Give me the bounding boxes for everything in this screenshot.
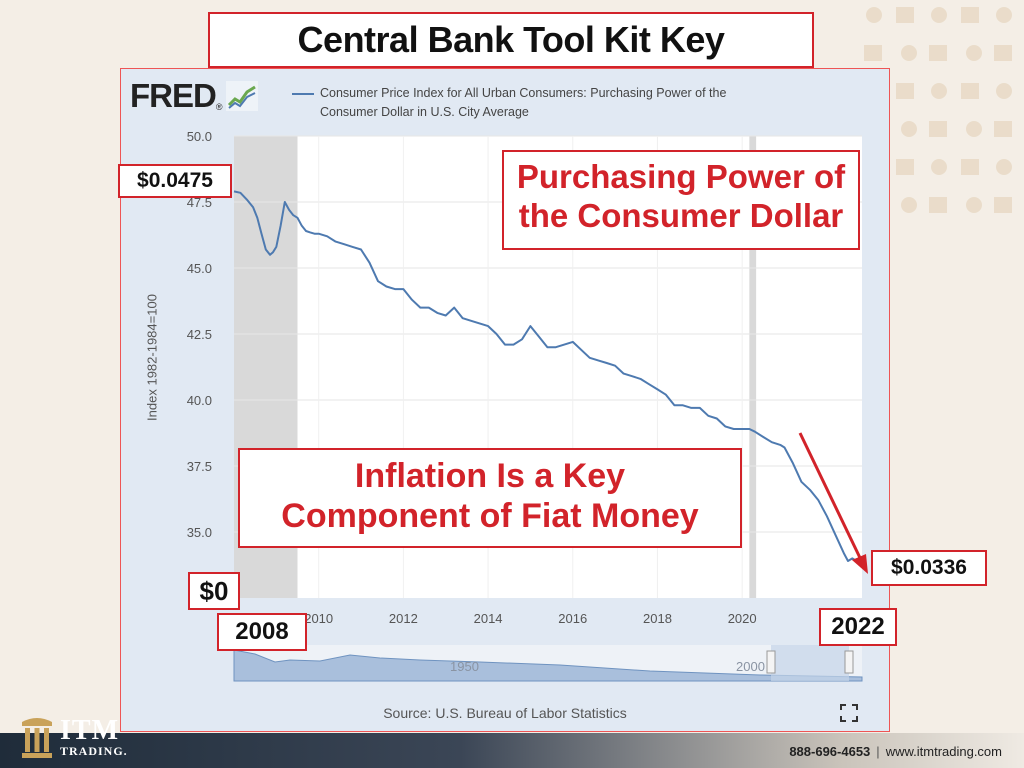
x-tick-label: 2012	[389, 611, 418, 626]
phone-number[interactable]: 888-696-4653	[789, 744, 871, 759]
slide-title: Central Bank Tool Kit Key	[208, 12, 814, 68]
y-tick-label: 42.5	[187, 327, 212, 342]
trend-arrow	[798, 432, 864, 563]
callout-inflation: Inflation Is a Key Component of Fiat Mon…	[238, 448, 742, 548]
callout-inflation-line1: Inflation Is a Key	[354, 457, 626, 495]
y-tick-label: 37.5	[187, 459, 212, 474]
y-tick-label: 50.0	[187, 129, 212, 144]
callout-inflation-line2: Component of Fiat Money	[281, 497, 699, 536]
label-end-value: $0.0336	[871, 550, 987, 586]
x-tick-label: 2010	[304, 611, 333, 626]
navigator-handle-left[interactable]	[766, 650, 776, 674]
label-start-year: 2008	[217, 613, 307, 651]
footer-bar	[0, 733, 1024, 768]
registered-mark: ®	[215, 102, 223, 112]
navigator-label-1950: 1950	[450, 659, 479, 674]
navigator-label-2000: 2000	[736, 659, 765, 674]
legend-label: Consumer Price Index for All Urban Consu…	[320, 86, 727, 119]
y-ticks: 50.0 47.5 45.0 42.5 40.0 37.5 35.0	[187, 129, 212, 540]
navigator-series	[233, 649, 863, 682]
navigator-selection[interactable]	[771, 645, 849, 681]
legend-swatch	[292, 93, 314, 95]
navigator-handle-right[interactable]	[844, 650, 854, 674]
website-link[interactable]: www.itmtrading.com	[885, 744, 1002, 759]
fred-logo-text: FRED	[130, 77, 217, 114]
x-tick-label: 2016	[558, 611, 587, 626]
label-end-year: 2022	[819, 608, 897, 646]
itm-logo: ITM TRADING.	[20, 716, 128, 760]
trend-arrowhead	[852, 554, 868, 574]
x-ticks: 2010 2012 2014 2016 2018 2020	[304, 611, 756, 626]
fullscreen-icon[interactable]	[840, 704, 858, 722]
separator: |	[876, 744, 880, 759]
y-tick-label: 45.0	[187, 261, 212, 276]
x-tick-label: 2014	[474, 611, 503, 626]
recession-band-1	[749, 136, 757, 598]
brand-name: ITM	[60, 714, 119, 746]
label-start-value: $0.0475	[118, 164, 232, 198]
series-line	[233, 190, 863, 565]
x-tick-label: 2018	[643, 611, 672, 626]
y-tick-label: 40.0	[187, 393, 212, 408]
y-tick-label: 47.5	[187, 195, 212, 210]
fred-logo: FRED ®	[130, 77, 259, 114]
column-icon	[22, 718, 52, 758]
x-tick-label: 2020	[728, 611, 757, 626]
contact-info: 888-696-4653 | www.itmtrading.com	[789, 744, 1002, 759]
y-tick-label: 35.0	[187, 525, 212, 540]
decorative-pattern	[864, 7, 1012, 213]
chart-source: Source: U.S. Bureau of Labor Statistics	[383, 705, 627, 721]
callout-purchasing-power: Purchasing Power of the Consumer Dollar	[502, 150, 860, 250]
fred-graph-icon	[226, 81, 259, 111]
label-zero: $0	[188, 572, 240, 610]
brand-sub: TRADING.	[60, 743, 128, 758]
chart-legend: Consumer Price Index for All Urban Consu…	[292, 84, 740, 122]
